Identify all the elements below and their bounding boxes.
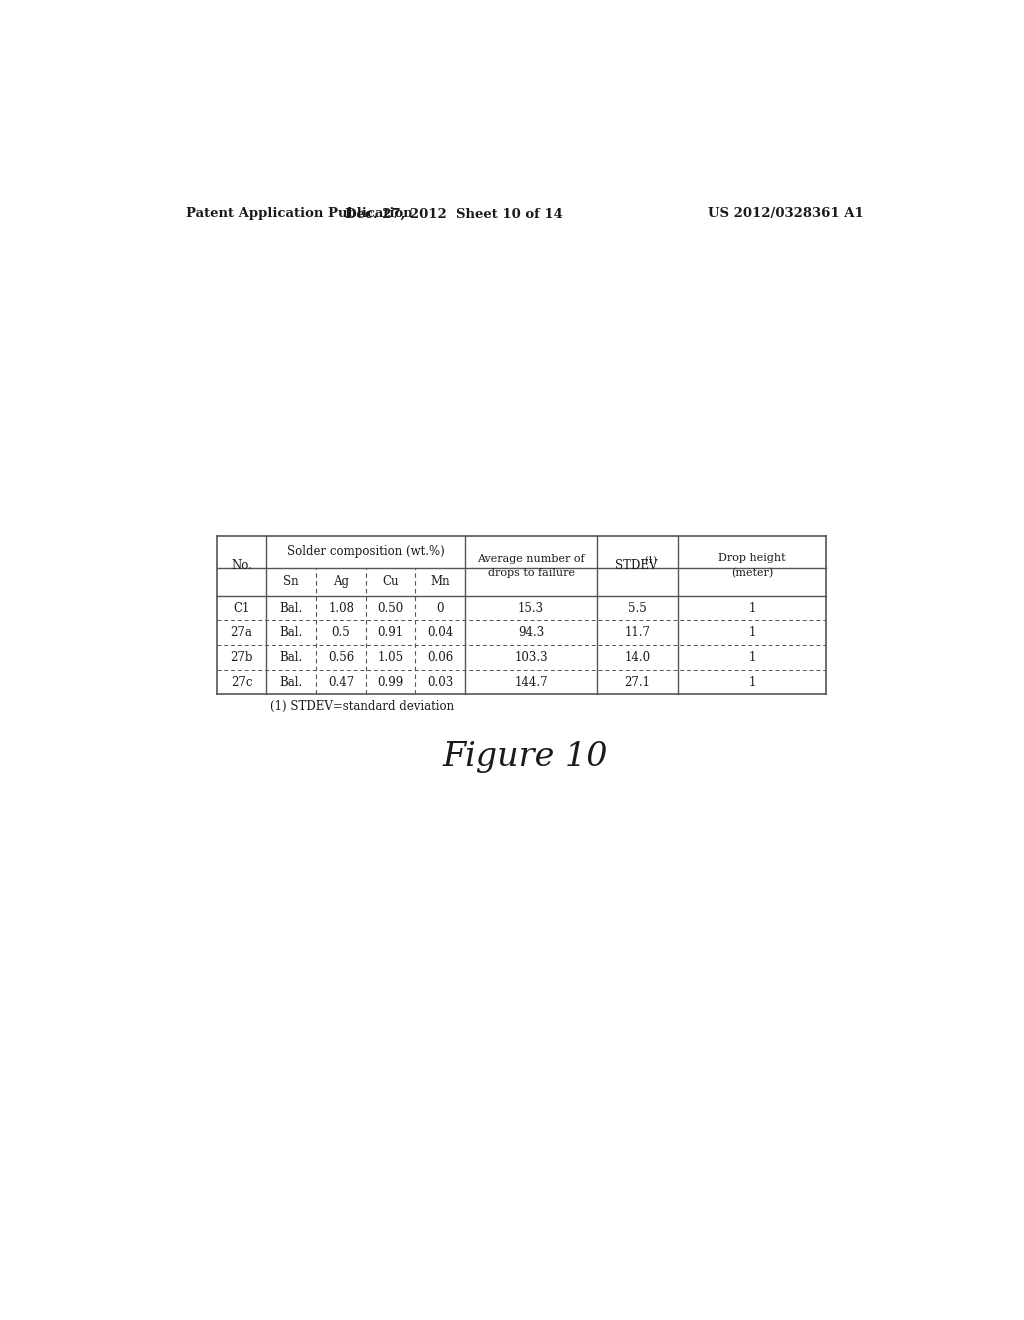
Text: 103.3: 103.3	[514, 651, 548, 664]
Text: 11.7: 11.7	[625, 626, 650, 639]
Text: Bal.: Bal.	[280, 626, 303, 639]
Text: STDEV: STDEV	[614, 560, 657, 573]
Text: 1: 1	[749, 676, 756, 689]
Text: 1: 1	[749, 651, 756, 664]
Text: 1.08: 1.08	[328, 602, 354, 615]
Text: 15.3: 15.3	[518, 602, 544, 615]
Text: C1: C1	[233, 602, 250, 615]
Text: 144.7: 144.7	[514, 676, 548, 689]
Text: 94.3: 94.3	[518, 626, 544, 639]
Text: 1: 1	[749, 602, 756, 615]
Text: Figure 10: Figure 10	[442, 741, 607, 772]
Text: 0: 0	[436, 602, 443, 615]
Text: (1) STDEV=standard deviation: (1) STDEV=standard deviation	[270, 700, 454, 713]
Text: 27c: 27c	[230, 676, 252, 689]
Text: Average number of
drops to failure: Average number of drops to failure	[477, 553, 585, 578]
Text: No.: No.	[231, 560, 252, 573]
Text: (1): (1)	[644, 556, 657, 565]
Text: 27a: 27a	[230, 626, 253, 639]
Text: Bal.: Bal.	[280, 651, 303, 664]
Text: 0.5: 0.5	[332, 626, 350, 639]
Text: 0.03: 0.03	[427, 676, 453, 689]
Text: 27b: 27b	[230, 651, 253, 664]
Text: Cu: Cu	[382, 576, 398, 589]
Text: Dec. 27, 2012  Sheet 10 of 14: Dec. 27, 2012 Sheet 10 of 14	[344, 207, 562, 220]
Text: 0.99: 0.99	[377, 676, 403, 689]
Text: Patent Application Publication: Patent Application Publication	[186, 207, 413, 220]
Text: Sn: Sn	[284, 576, 299, 589]
Text: 0.56: 0.56	[328, 651, 354, 664]
Text: 0.50: 0.50	[377, 602, 403, 615]
Text: 0.91: 0.91	[377, 626, 403, 639]
Text: 0.06: 0.06	[427, 651, 453, 664]
Text: 0.04: 0.04	[427, 626, 453, 639]
Text: 1.05: 1.05	[377, 651, 403, 664]
Text: Drop height
(meter): Drop height (meter)	[718, 553, 785, 578]
Text: Solder composition (wt.%): Solder composition (wt.%)	[287, 545, 444, 558]
Text: 27.1: 27.1	[625, 676, 650, 689]
Text: Ag: Ag	[333, 576, 349, 589]
Text: 5.5: 5.5	[628, 602, 647, 615]
Text: 14.0: 14.0	[625, 651, 650, 664]
Text: 1: 1	[749, 626, 756, 639]
Text: Mn: Mn	[430, 576, 450, 589]
Text: 0.47: 0.47	[328, 676, 354, 689]
Text: Bal.: Bal.	[280, 602, 303, 615]
Text: Bal.: Bal.	[280, 676, 303, 689]
Text: US 2012/0328361 A1: US 2012/0328361 A1	[709, 207, 864, 220]
